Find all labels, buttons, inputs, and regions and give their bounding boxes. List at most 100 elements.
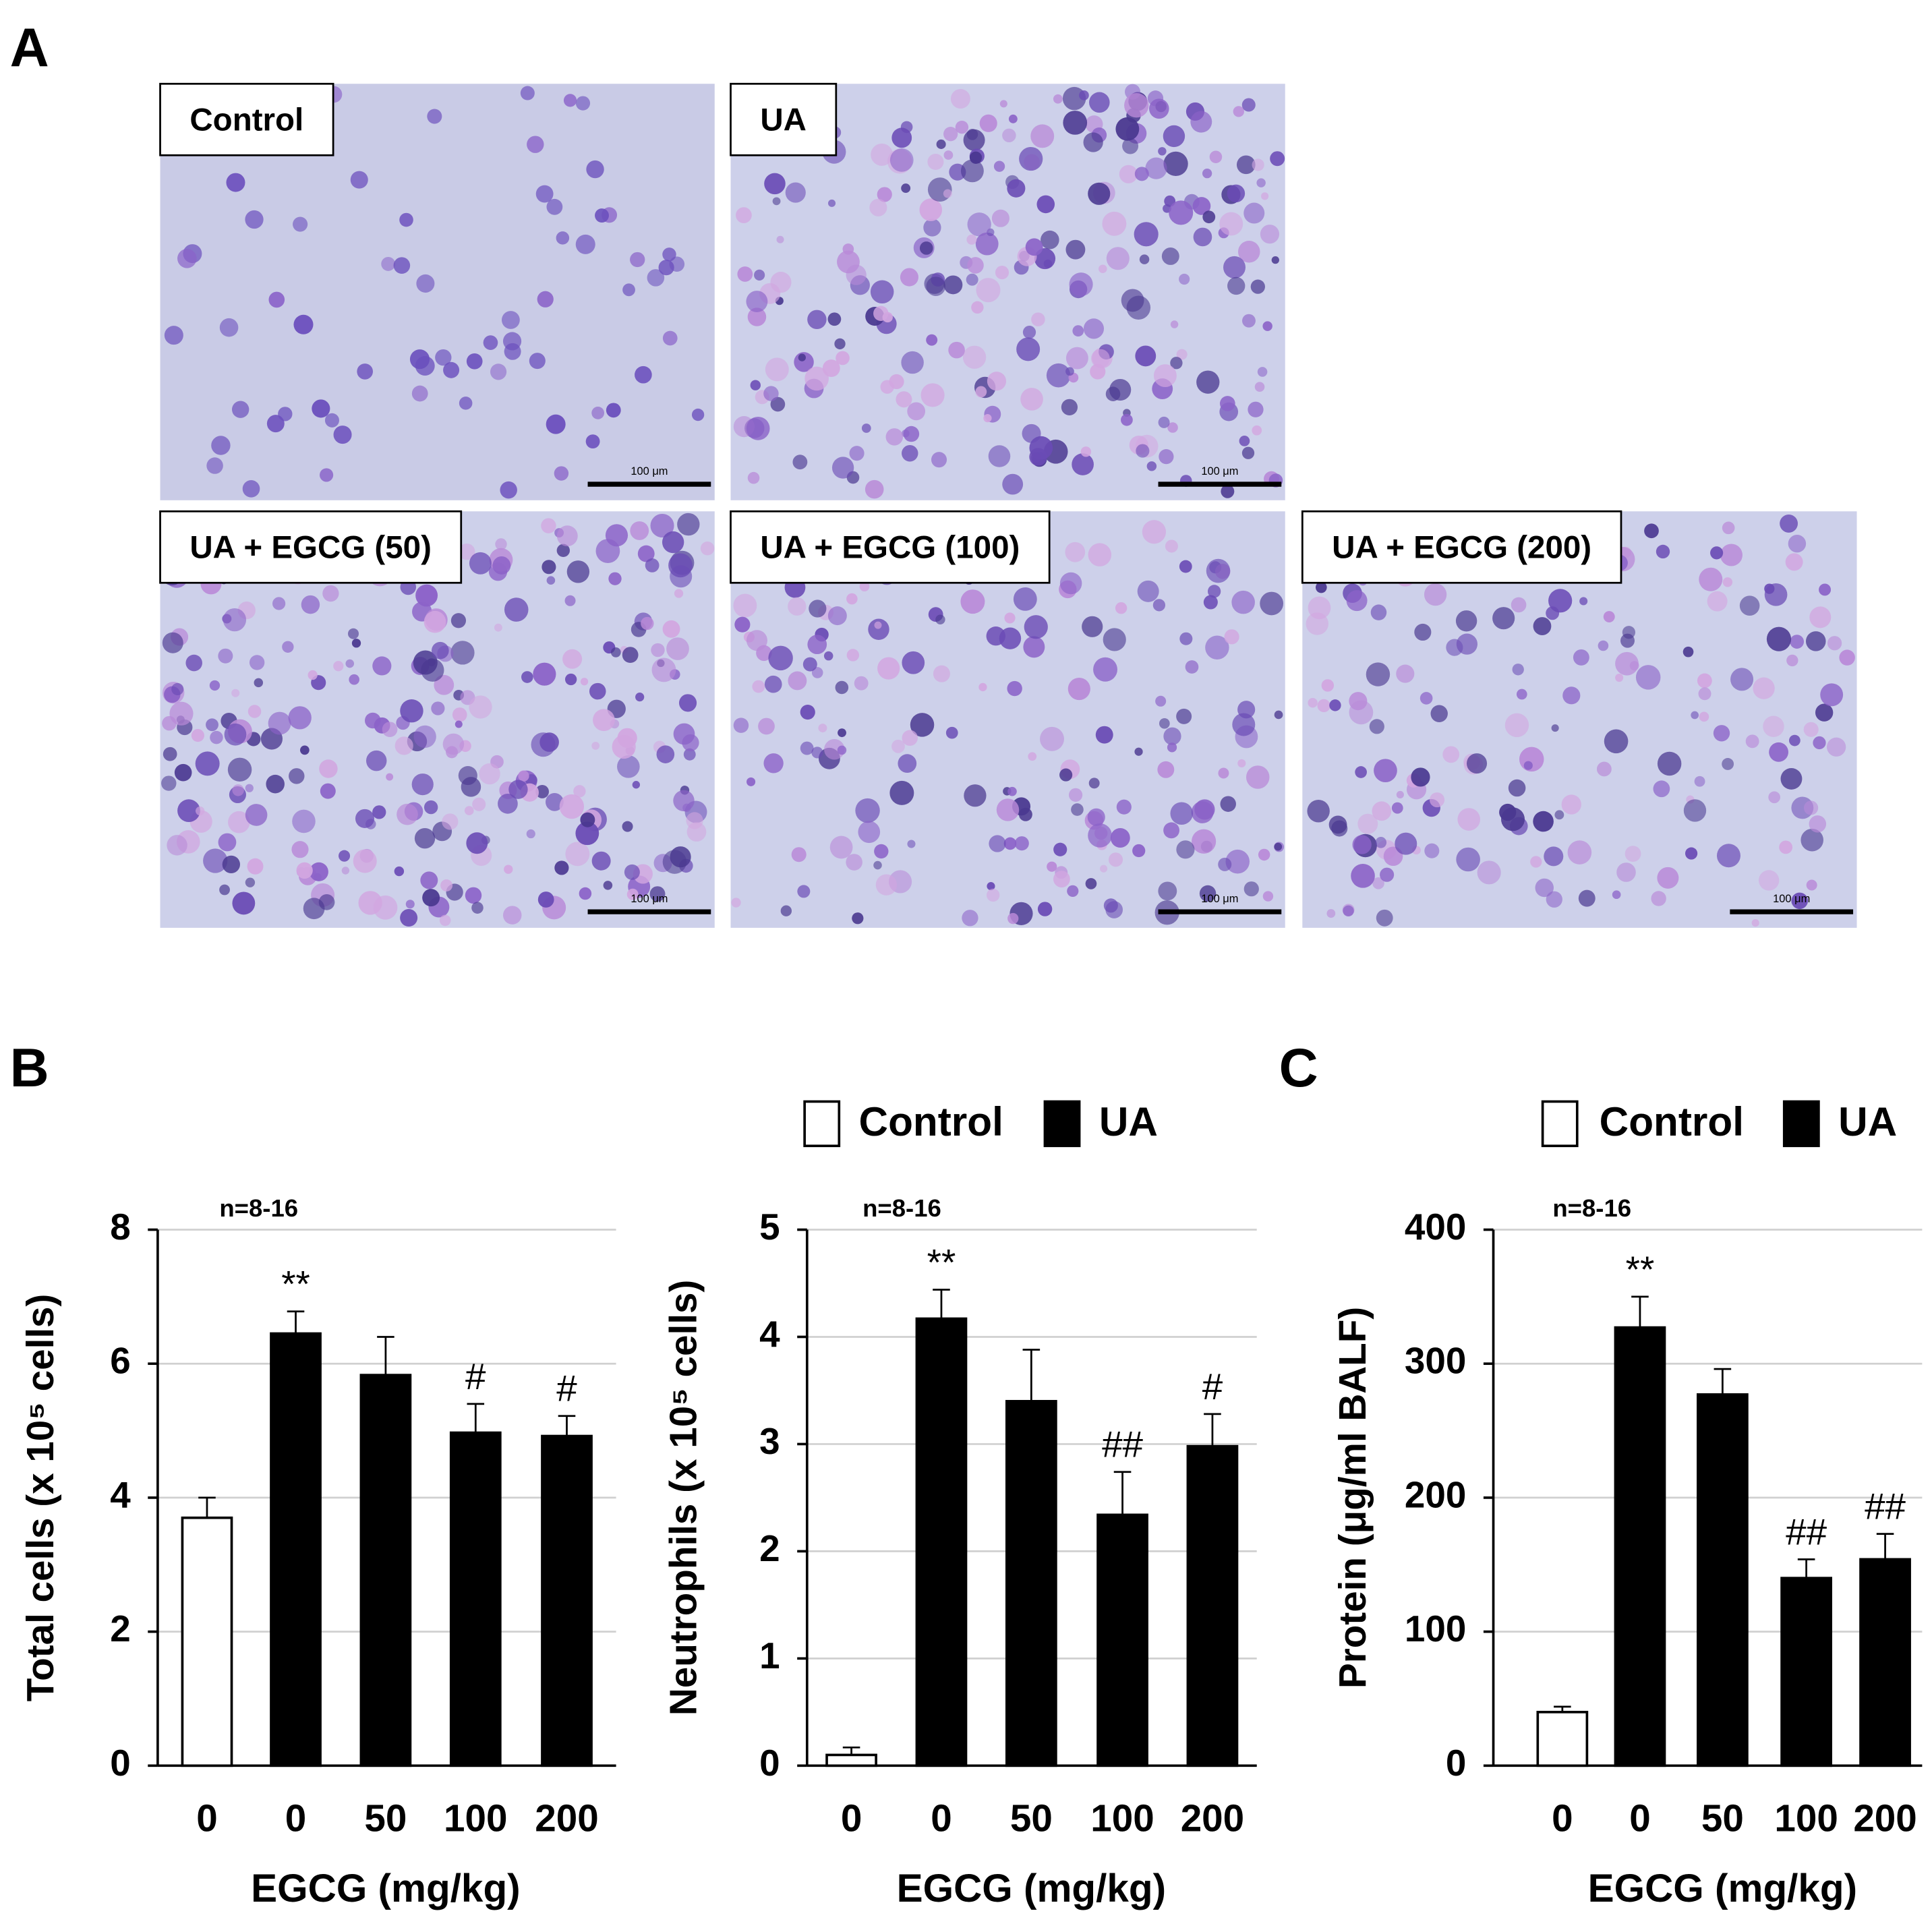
cell bbox=[605, 524, 628, 547]
cell bbox=[1224, 629, 1239, 645]
y-axis-title: Total cells (x 10⁵ cells) bbox=[20, 1294, 62, 1702]
cell bbox=[1109, 378, 1132, 401]
cell bbox=[1250, 279, 1265, 294]
cell bbox=[1429, 792, 1445, 808]
cell bbox=[559, 794, 585, 819]
cell bbox=[381, 256, 396, 271]
cell bbox=[1739, 595, 1760, 616]
cell bbox=[919, 198, 943, 221]
cell bbox=[933, 665, 950, 682]
panel-label: B bbox=[10, 1038, 49, 1099]
cell bbox=[1262, 891, 1274, 902]
cell bbox=[439, 914, 451, 927]
cell bbox=[873, 860, 882, 870]
cell bbox=[1699, 711, 1709, 722]
cell bbox=[245, 784, 254, 792]
cell bbox=[1656, 544, 1670, 559]
cell bbox=[1139, 254, 1150, 264]
cell bbox=[948, 341, 965, 359]
x-tick-label: 0 bbox=[931, 1798, 952, 1840]
x-tick-label: 50 bbox=[1010, 1798, 1053, 1840]
x-tick-label: 0 bbox=[196, 1798, 218, 1840]
cell bbox=[1321, 679, 1335, 692]
cell bbox=[678, 694, 697, 712]
cell bbox=[1644, 523, 1659, 539]
cell bbox=[268, 291, 285, 308]
cell bbox=[479, 763, 500, 785]
cell bbox=[455, 720, 463, 728]
cell bbox=[471, 902, 484, 914]
cell bbox=[1530, 856, 1542, 868]
cell bbox=[177, 249, 197, 268]
cell bbox=[169, 701, 194, 726]
cell bbox=[1699, 567, 1723, 591]
cell bbox=[1252, 425, 1262, 436]
cell bbox=[1227, 184, 1246, 203]
cell bbox=[1624, 846, 1641, 862]
cell bbox=[245, 877, 256, 887]
cell bbox=[975, 386, 987, 398]
significance-mark: # bbox=[556, 1368, 577, 1409]
cell bbox=[1137, 580, 1159, 602]
cell bbox=[943, 275, 963, 295]
cell bbox=[533, 662, 556, 686]
cell bbox=[807, 310, 827, 330]
y-tick-label: 200 bbox=[1405, 1473, 1466, 1515]
cell bbox=[1349, 692, 1368, 711]
cell bbox=[632, 781, 641, 789]
cell bbox=[1372, 877, 1384, 889]
cell bbox=[464, 806, 474, 815]
legend-swatch bbox=[1043, 1100, 1081, 1148]
cell bbox=[227, 757, 252, 782]
cell bbox=[1110, 828, 1130, 848]
cell bbox=[1328, 815, 1347, 834]
x-axis-title: EGCG (mg/kg) bbox=[251, 1867, 520, 1910]
cell bbox=[635, 365, 652, 384]
cell bbox=[1254, 382, 1265, 392]
cell bbox=[1209, 150, 1223, 163]
cell bbox=[976, 278, 1001, 303]
cell bbox=[206, 457, 223, 474]
cell bbox=[901, 351, 924, 374]
cell bbox=[589, 682, 606, 700]
cell bbox=[734, 616, 751, 633]
bar bbox=[181, 1516, 233, 1767]
cell bbox=[394, 736, 413, 755]
cell bbox=[926, 276, 946, 296]
cell bbox=[1466, 753, 1488, 774]
cell bbox=[668, 553, 693, 578]
x-axis-title: EGCG (mg/kg) bbox=[897, 1867, 1166, 1910]
cell bbox=[788, 597, 807, 616]
cell bbox=[975, 232, 999, 256]
cell bbox=[333, 661, 344, 672]
cell bbox=[1544, 846, 1564, 867]
cell bbox=[563, 94, 577, 107]
cell bbox=[1103, 628, 1126, 651]
cell bbox=[1165, 539, 1178, 553]
cell bbox=[1053, 871, 1070, 888]
cell bbox=[564, 595, 576, 606]
cell bbox=[1306, 612, 1328, 635]
cell bbox=[494, 623, 502, 632]
cell bbox=[1199, 885, 1217, 902]
significance-mark: ## bbox=[1865, 1486, 1906, 1527]
cell bbox=[1088, 543, 1112, 566]
cell bbox=[1022, 326, 1036, 339]
cell bbox=[1603, 611, 1615, 623]
y-axis-title: Neutrophils (x 10⁵ cells) bbox=[663, 1280, 705, 1716]
cell bbox=[1317, 699, 1330, 713]
cell bbox=[1657, 867, 1679, 889]
legend-label: Control bbox=[1600, 1099, 1744, 1144]
cell bbox=[1786, 654, 1798, 667]
cell bbox=[1657, 751, 1682, 776]
cell bbox=[996, 798, 1020, 821]
cell bbox=[1091, 349, 1110, 368]
cell bbox=[1105, 901, 1123, 918]
cell bbox=[1716, 844, 1740, 868]
cell bbox=[1142, 520, 1167, 544]
cell bbox=[754, 269, 765, 281]
cell bbox=[780, 905, 792, 916]
y-tick-label: 8 bbox=[110, 1206, 130, 1248]
cell bbox=[1192, 197, 1211, 215]
